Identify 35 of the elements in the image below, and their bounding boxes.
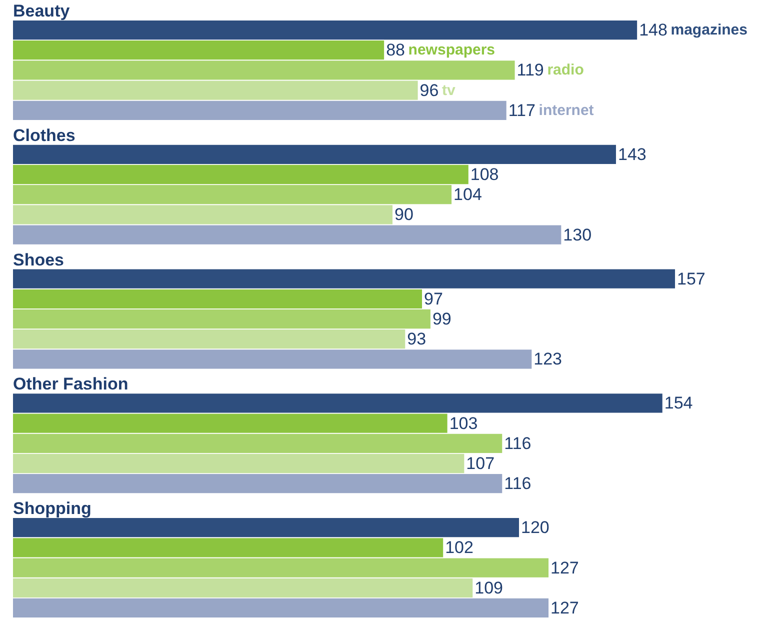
data-label: 103	[449, 414, 478, 433]
series-label: newspapers	[408, 42, 496, 59]
data-label: 99	[432, 310, 452, 328]
y-tick-label: Shoes	[13, 250, 64, 270]
data-label: 108	[470, 165, 499, 184]
data-label: 157	[677, 269, 706, 288]
data-label: 109	[474, 578, 503, 598]
y-tick-label: Beauty	[13, 1, 70, 20]
data-label: 102	[445, 538, 474, 558]
text: internet	[538, 102, 594, 119]
data-label: 116	[504, 434, 532, 453]
data-label: 116	[504, 474, 532, 494]
data-label: 123	[534, 350, 562, 369]
y-tick-label: Shopping	[13, 499, 92, 518]
data-label: 120	[521, 518, 550, 538]
y-tick-label: Other Fashion	[13, 374, 128, 394]
data-label: 104	[454, 185, 482, 204]
data-label: 127	[550, 558, 579, 578]
data-label: 88	[386, 40, 405, 60]
text: magazines	[670, 22, 748, 39]
data-label: 154	[664, 394, 693, 413]
data-label: 107	[466, 454, 495, 473]
data-label: 93	[407, 330, 426, 349]
series-label: tv	[442, 82, 456, 99]
data-label: 130	[563, 225, 592, 244]
y-tick-label: Clothes	[13, 126, 76, 145]
data-label: 148	[639, 20, 668, 40]
data-label: 117	[508, 100, 536, 120]
data-label: 119	[516, 60, 544, 80]
data-label: 97	[424, 289, 443, 308]
data-label: 96	[420, 80, 439, 100]
data-label: 143	[618, 144, 646, 164]
text: radio	[547, 62, 584, 79]
data-label: 127	[550, 598, 579, 618]
data-label: 90	[394, 205, 414, 224]
